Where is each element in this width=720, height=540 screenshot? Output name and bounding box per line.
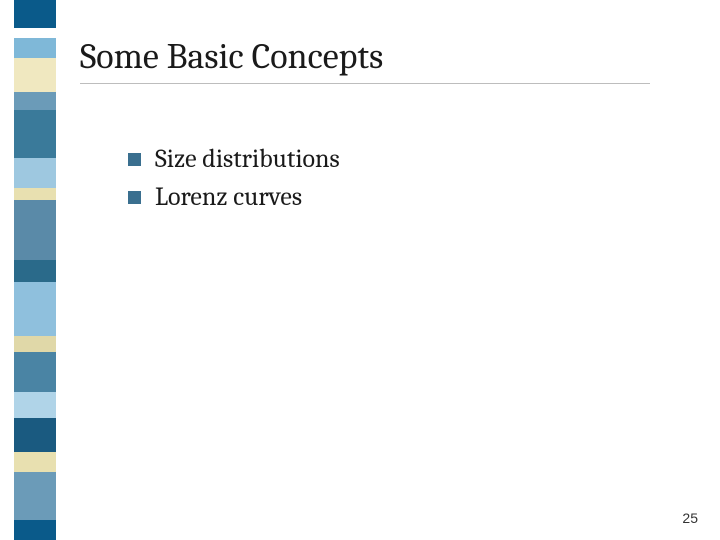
stripe: [14, 28, 56, 38]
stripe: [14, 282, 56, 336]
bullet-list: Size distributions Lorenz curves: [128, 144, 690, 212]
title-underline: [80, 83, 650, 84]
slide-title: Some Basic Concepts: [80, 36, 690, 77]
stripe: [14, 452, 56, 472]
stripe: [14, 110, 56, 158]
stripe: [14, 0, 56, 28]
stripe: [14, 472, 56, 520]
slide-content: Some Basic Concepts Size distributions Lo…: [80, 36, 690, 220]
stripe: [14, 92, 56, 110]
stripe: [14, 418, 56, 452]
stripe: [14, 260, 56, 282]
stripe: [14, 352, 56, 392]
bullet-text: Lorenz curves: [155, 182, 302, 212]
stripe: [14, 158, 56, 188]
square-bullet-icon: [128, 153, 141, 166]
bullet-text: Size distributions: [155, 144, 340, 174]
bullet-item: Lorenz curves: [128, 182, 690, 212]
page-number: 25: [682, 510, 698, 526]
decorative-stripes: [14, 0, 56, 540]
square-bullet-icon: [128, 191, 141, 204]
stripe: [14, 392, 56, 418]
stripe: [14, 188, 56, 200]
bullet-item: Size distributions: [128, 144, 690, 174]
stripe: [14, 520, 56, 540]
stripe: [14, 336, 56, 352]
stripe: [14, 58, 56, 92]
stripe: [14, 200, 56, 260]
stripe: [14, 38, 56, 58]
